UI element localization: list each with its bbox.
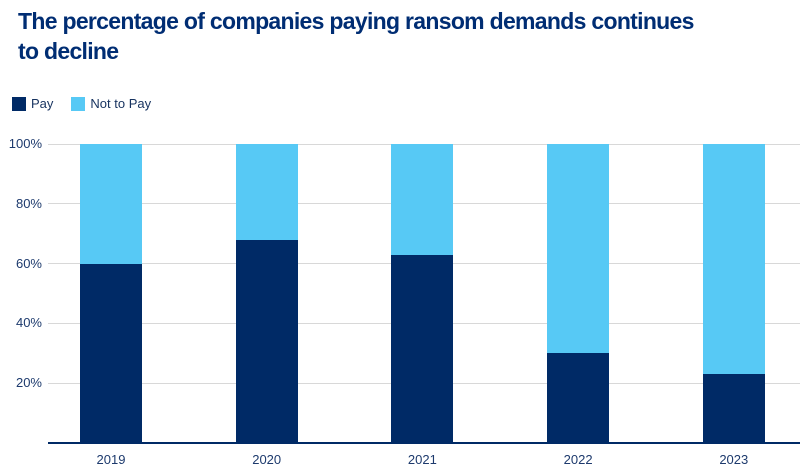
legend-label-not-to-pay: Not to Pay (90, 96, 152, 111)
chart-title-line1: The percentage of companies paying ranso… (18, 8, 694, 34)
x-tick-label-2023: 2023 (719, 452, 749, 466)
bar-segment-pay-2022 (547, 353, 610, 443)
bar-2021 (391, 144, 454, 443)
legend-swatch-pay (12, 96, 26, 111)
bar-segment-pay-2020 (235, 239, 298, 443)
bar-segment-not-to-pay-2020 (235, 144, 298, 240)
y-tick-label-20: 20% (15, 375, 42, 391)
legend-swatch-not-to-pay (71, 96, 86, 111)
x-tick-label-2021: 2021 (407, 452, 437, 466)
bar-segment-pay-2021 (391, 254, 454, 443)
y-tick-label-60: 60% (15, 255, 42, 271)
legend-label-pay: Pay (31, 96, 54, 111)
bar-segment-not-to-pay-2023 (702, 144, 765, 375)
x-tick-label-2022: 2022 (563, 452, 593, 466)
y-tick-label-100: 100% (8, 136, 42, 151)
legend-item-not-to-pay: Not to Pay (71, 96, 151, 111)
bar-segment-pay-2023 (702, 374, 765, 443)
legend-item-pay: Pay (12, 96, 53, 111)
y-tick-label-40: 40% (15, 315, 42, 331)
bar-segment-not-to-pay-2022 (547, 144, 610, 354)
x-axis-baseline (48, 442, 800, 444)
bar-2019 (80, 144, 142, 443)
bar-2022 (547, 144, 610, 443)
bar-2023 (702, 144, 765, 443)
plot-area (48, 143, 800, 444)
bar-segment-not-to-pay-2021 (391, 144, 454, 255)
x-tick-label-2020: 2020 (252, 452, 282, 466)
bar-segment-not-to-pay-2019 (80, 144, 142, 264)
bar-2020 (235, 144, 298, 443)
chart-title: The percentage of companies paying ranso… (18, 6, 798, 66)
bar-segment-pay-2019 (80, 263, 142, 443)
legend: Pay Not to Pay (12, 96, 151, 111)
y-tick-label-80: 80% (15, 195, 42, 211)
stacked-bar-chart: 20% 40% 60% 80% 100% 2019 2020 2021 2022 2023 (0, 130, 803, 466)
x-tick-label-2019: 2019 (96, 452, 126, 466)
chart-title-line2: to decline (18, 38, 119, 64)
